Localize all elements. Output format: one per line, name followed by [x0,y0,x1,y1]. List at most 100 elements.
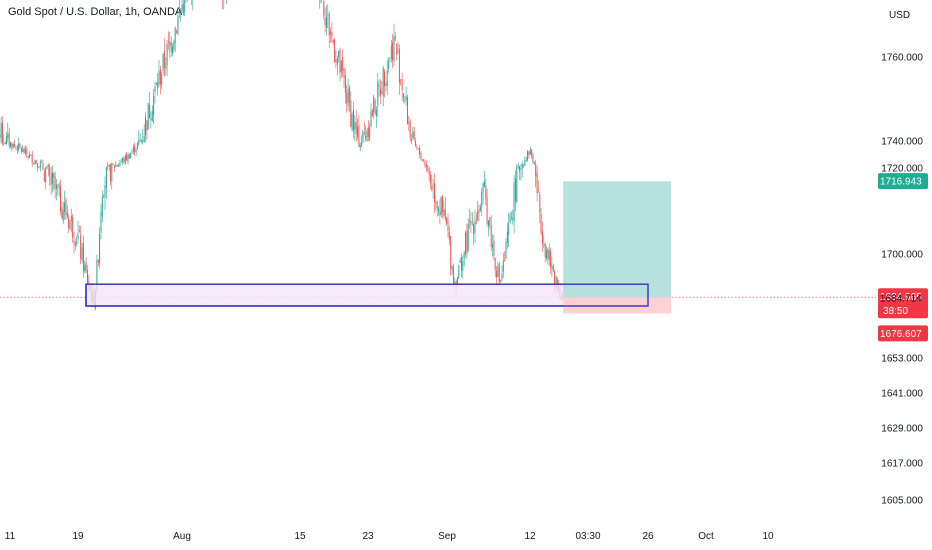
candle [551,256,553,277]
target-zone[interactable] [563,181,672,298]
candle-body [130,153,132,159]
candle-body [84,265,86,273]
candle [428,166,430,182]
candle-body [162,53,164,72]
candle [544,242,546,263]
candle-body [423,159,425,161]
candle [22,145,24,152]
candle [139,133,141,142]
candle [174,26,176,52]
candle-body [72,216,74,238]
last-price-label-text: 1684.714 [880,294,922,305]
candle-body [425,164,427,168]
candle-body [41,162,43,163]
candle-body [38,167,40,169]
candle-body [497,266,499,277]
candle-body [384,71,385,87]
candle [353,101,354,139]
candle [358,115,360,147]
candle-body [396,43,398,56]
candle [81,242,83,264]
candle [523,163,525,169]
candle-body [111,163,113,181]
candle [0,116,2,144]
time-tick-label: 12 [524,531,536,542]
candle [497,261,499,278]
candle [550,247,552,274]
candle [508,213,510,247]
candle-body [343,68,345,78]
candle-body [546,250,547,259]
candle [539,191,541,224]
candle [191,0,192,5]
candle-body [409,121,411,139]
candle [485,178,487,206]
candle [494,257,496,278]
candle [355,110,357,142]
candle-body [78,230,80,232]
current-price-tag-bg [878,288,928,305]
candle-body [508,225,510,235]
candle-body [65,199,67,216]
candle-body [424,161,426,166]
candle [489,216,491,230]
candle [377,72,379,117]
candle-body [482,183,484,193]
candle [87,265,88,285]
candle [537,180,539,193]
candle-body [10,142,11,147]
candle [392,33,394,69]
candle-body [375,109,377,116]
candle [103,194,105,198]
candle [4,141,6,145]
candle [380,79,381,105]
candle [70,208,72,233]
candle [531,148,533,159]
candle-body [483,181,485,186]
candle-body [14,144,16,146]
candle [527,150,529,162]
candle-body [3,142,5,144]
candle [504,251,506,262]
candle [49,163,51,186]
currency-label: USD [889,10,910,21]
candle-body [392,42,394,61]
candle [408,115,410,132]
candle [421,158,423,161]
candle [170,36,172,57]
candle-body [528,151,530,156]
candle-body [173,41,175,50]
candle-body [58,183,60,188]
candle [396,43,398,61]
candle [120,158,122,164]
candle [12,142,14,149]
candle [354,115,356,141]
candle-body [556,278,558,285]
candle-body [42,163,44,170]
candle [382,65,384,107]
candle [532,152,534,165]
candle [47,163,49,177]
candle-body [489,217,491,225]
candle-body [150,118,152,121]
candle-body [43,172,45,182]
candle [68,214,70,234]
candle [107,162,109,170]
candle-body [335,59,337,63]
candle-body [510,217,512,219]
candle-body [172,46,173,54]
candle [146,120,148,141]
candle [343,67,345,88]
candle-body [6,136,7,145]
candle-body [443,209,445,216]
candle-body [447,220,449,232]
candle [37,163,39,172]
candle-body [397,52,399,53]
candle [130,152,132,159]
chart-title: Gold Spot / U.S. Dollar, 1h, OANDA [8,6,183,18]
candle-body [411,139,412,141]
candle [451,264,453,275]
candle [439,199,441,225]
drawings[interactable] [85,181,672,314]
